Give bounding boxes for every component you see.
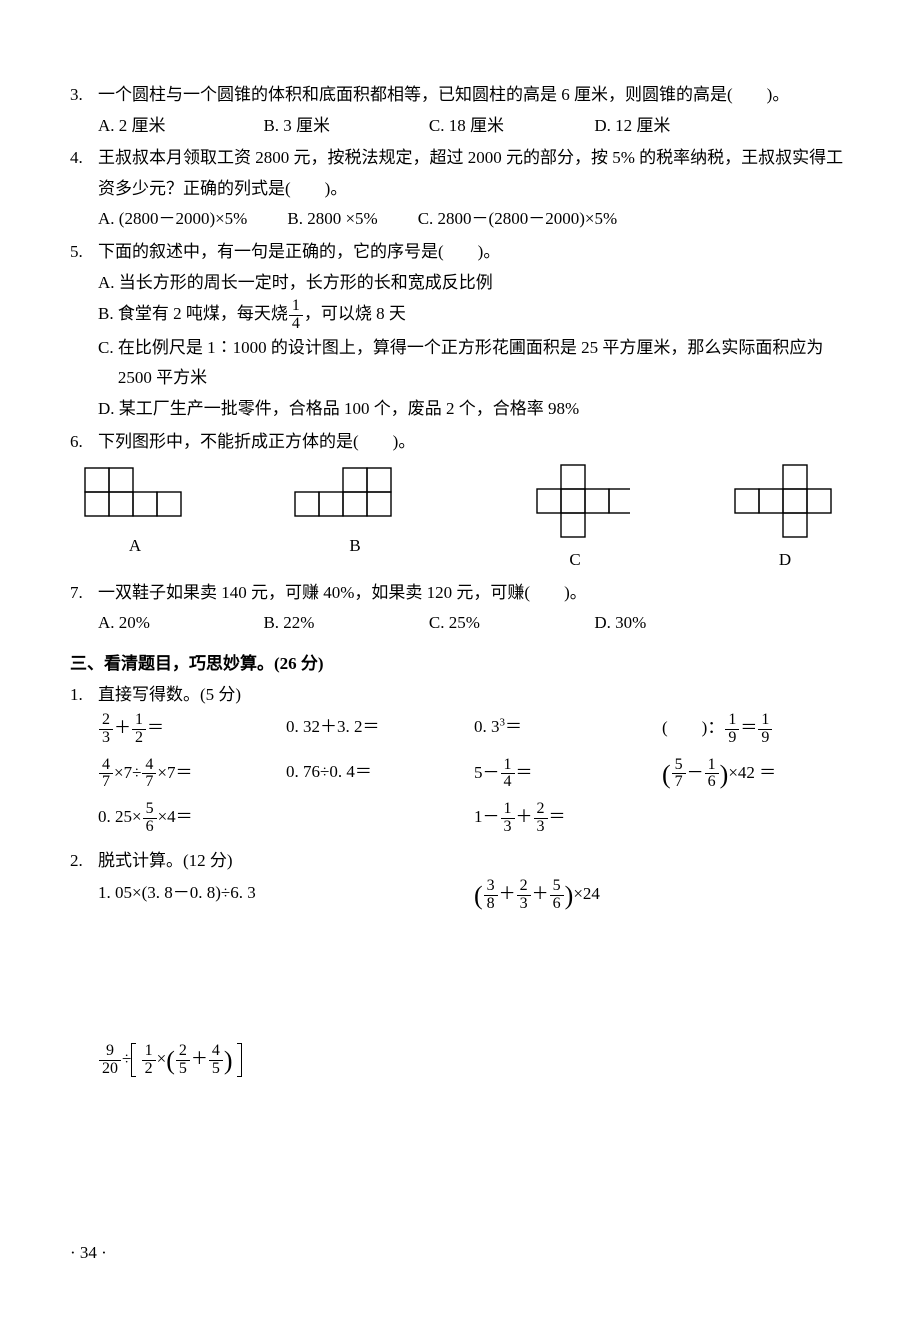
mc-r1c1: 23＋12＝ (98, 712, 286, 747)
q6-nets: A B C (70, 463, 850, 576)
q3-text: 一个圆柱与一个圆锥的体积和底面积都相等，已知圆柱的高是 6 厘米，则圆锥的高是(… (98, 80, 850, 111)
q3-opt-c: C. 18 厘米 (429, 111, 594, 142)
q4-options: A. (2800－2000)×5% B. 2800 ×5% C. 2800－(2… (98, 204, 850, 235)
q6-text: 下列图形中，不能折成正方体的是( )。 (98, 427, 850, 458)
q5b-pre: B. 食堂有 2 吨煤，每天烧 (98, 304, 288, 323)
frac-1-4: 14 (289, 298, 303, 333)
s3q2-num: 2. (70, 846, 98, 877)
mc-r3c1: 0. 25×56×4＝ (98, 801, 286, 836)
mc-r2c3: 5－14＝ (474, 757, 662, 792)
mc-r2c1: 47×7÷47×7＝ (98, 757, 286, 792)
q3-opt-b: B. 3 厘米 (263, 111, 428, 142)
q5-opt-a: A. 当长方形的周长一定时，长方形的长和宽成反比例 (98, 268, 850, 299)
page-number: · 34 · (70, 1238, 850, 1269)
mc-r2c2: 0. 76÷0. 4＝ (286, 757, 474, 792)
q4-opt-a: A. (2800－2000)×5% (98, 204, 247, 235)
q4-num: 4. (70, 143, 98, 235)
q5-opt-b: B. 食堂有 2 吨煤，每天烧14，可以烧 8 天 (98, 298, 850, 333)
net-c: C (520, 463, 630, 576)
net-b: B (290, 463, 420, 576)
s3q2-text: 脱式计算。(12 分) (98, 846, 850, 877)
question-7: 7. 一双鞋子如果卖 140 元，可赚 40%，如果卖 120 元，可赚( )。… (70, 578, 850, 639)
net-c-figure (520, 463, 630, 541)
question-4: 4. 王叔叔本月领取工资 2800 元，按税法规定，超过 2000 元的部分，按… (70, 143, 850, 235)
q3-opt-a: A. 2 厘米 (98, 111, 263, 142)
q5-opt-c: C. 在比例尺是 1∶1000 的设计图上，算得一个正方形花圃面积是 25 平方… (98, 333, 850, 394)
written-calc: 1. 05×(3. 8－0. 8)÷6. 3 (38＋23＋56)×24 920… (70, 878, 850, 1077)
wc-e2-post: ×24 (573, 885, 600, 904)
mc-r1c2: 0. 32＋3. 2＝ (286, 712, 474, 747)
q5-opt-d: D. 某工厂生产一批零件，合格品 100 个，废品 2 个，合格率 98% (98, 394, 850, 425)
q4-opt-b: B. 2800 ×5% (287, 204, 377, 235)
wc-e1: 1. 05×(3. 8－0. 8)÷6. 3 (98, 878, 474, 913)
wc-e3-pre: ÷ (122, 1049, 131, 1068)
s3-q1: 1. 直接写得数。(5 分) (70, 680, 850, 711)
net-a-label: A (80, 531, 190, 562)
mc-r3c3: 1－13＋23＝ (474, 801, 662, 836)
mc-r3c3-pre: 1－ (474, 807, 500, 826)
s3q1-text: 直接写得数。(5 分) (98, 680, 850, 711)
net-d-figure (730, 463, 840, 541)
s3-q2: 2. 脱式计算。(12 分) (70, 846, 850, 877)
mc-r2c3-pre: 5－ (474, 763, 500, 782)
net-c-label: C (520, 545, 630, 576)
q5-num: 5. (70, 237, 98, 425)
mc-r1c3: 0. 33＝ (474, 712, 662, 747)
mc-r3c1-pre: 0. 25× (98, 807, 142, 826)
q7-opt-a: A. 20% (98, 608, 263, 639)
question-3: 3. 一个圆柱与一个圆锥的体积和底面积都相等，已知圆柱的高是 6 厘米，则圆锥的… (70, 80, 850, 141)
net-d: D (730, 463, 840, 576)
wc-e3: 920÷ 12×(25＋45) (98, 1043, 474, 1078)
mc-r3c1-post: ×4＝ (158, 807, 193, 826)
q6-num: 6. (70, 427, 98, 458)
mc-r2c4-mid: ×42 ＝ (728, 763, 776, 782)
mc-r2c4: (57－16)×42 ＝ (662, 757, 850, 792)
wc-e2: (38＋23＋56)×24 (474, 878, 850, 913)
net-a: A (80, 463, 190, 576)
q7-opt-d: D. 30% (594, 608, 759, 639)
mc-r1c4-pre: ( )： (662, 718, 724, 737)
mental-calc: 23＋12＝ 0. 32＋3. 2＝ 0. 33＝ ( )：19＝19 47×7… (70, 712, 850, 836)
q5-text: 下面的叙述中，有一句是正确的，它的序号是( )。 (98, 237, 850, 268)
q4-text: 王叔叔本月领取工资 2800 元，按税法规定，超过 2000 元的部分，按 5%… (98, 143, 850, 204)
q7-text: 一双鞋子如果卖 140 元，可赚 40%，如果卖 120 元，可赚( )。 (98, 578, 850, 609)
q7-num: 7. (70, 578, 98, 639)
s3q1-num: 1. (70, 680, 98, 711)
q3-num: 3. (70, 80, 98, 141)
q5c-body: 在比例尺是 1∶1000 的设计图上，算得一个正方形花圃面积是 25 平方厘米，… (118, 333, 850, 394)
mc-r2c1-a: ×7÷ (114, 763, 141, 782)
question-6: 6. 下列图形中，不能折成正方体的是( )。 (70, 427, 850, 458)
q5b-post: ，可以烧 8 天 (304, 304, 406, 323)
mc-r1c3-pre: 0. 3 (474, 717, 500, 736)
section-3-title: 三、看清题目，巧思妙算。(26 分) (70, 649, 850, 680)
net-b-figure (290, 463, 420, 527)
q7-opt-c: C. 25% (429, 608, 594, 639)
mc-r1c4: ( )：19＝19 (662, 712, 850, 747)
net-b-label: B (290, 531, 420, 562)
q7-opt-b: B. 22% (263, 608, 428, 639)
mc-r1c3-post: ＝ (505, 717, 522, 736)
question-5: 5. 下面的叙述中，有一句是正确的，它的序号是( )。 A. 当长方形的周长一定… (70, 237, 850, 425)
net-d-label: D (730, 545, 840, 576)
q4-opt-c: C. 2800－(2800－2000)×5% (418, 204, 617, 235)
mc-r2c1-b: ×7＝ (157, 763, 192, 782)
q3-options: A. 2 厘米 B. 3 厘米 C. 18 厘米 D. 12 厘米 (98, 111, 850, 142)
q7-options: A. 20% B. 22% C. 25% D. 30% (98, 608, 850, 639)
q3-opt-d: D. 12 厘米 (594, 111, 759, 142)
net-a-figure (80, 463, 190, 527)
